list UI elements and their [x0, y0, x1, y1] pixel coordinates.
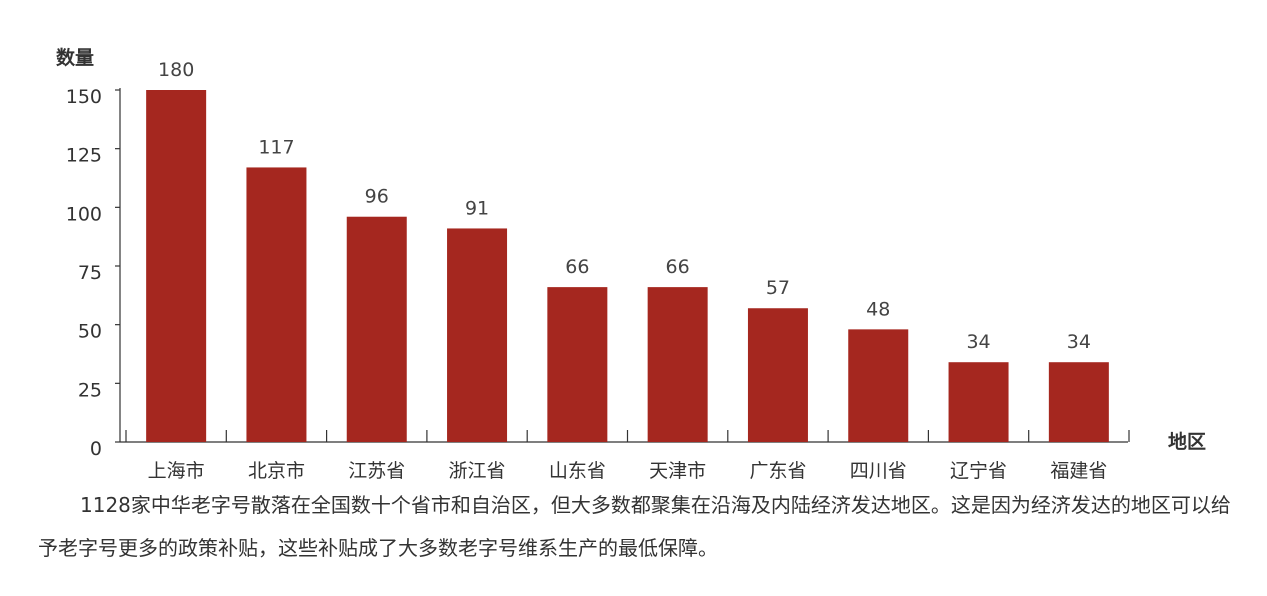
bar-value-label: 48 [866, 298, 890, 320]
y-tick-label: 75 [78, 262, 102, 284]
bar [346, 216, 407, 442]
bar-value-label: 34 [1067, 331, 1091, 353]
caption-paragraph: 1128家中华老字号散落在全国数十个省市和自治区，但大多数都聚集在沿海及内陆经济… [38, 493, 1231, 560]
bar [1048, 362, 1109, 442]
bar [246, 167, 307, 442]
data-labels: 180 117 96 91 66 66 57 48 34 34 [158, 59, 1091, 353]
y-tick-label: 0 [90, 438, 102, 460]
x-tick-label: 辽宁省 [950, 460, 1007, 482]
y-tick-label: 25 [78, 379, 102, 401]
bar-value-label: 117 [258, 136, 294, 158]
y-tick-label: 50 [78, 321, 102, 343]
bar-value-label: 34 [966, 331, 990, 353]
y-tick-label: 100 [66, 203, 102, 225]
x-tick-label: 天津市 [649, 460, 706, 482]
bar-value-label: 57 [766, 277, 790, 299]
bar [948, 362, 1009, 442]
y-axis-label: 数量 [56, 46, 94, 69]
bar-value-label: 180 [158, 59, 194, 81]
x-tick-label: 广东省 [749, 460, 806, 482]
x-tick-label: 四川省 [850, 460, 907, 482]
y-tick-label: 150 [66, 86, 102, 108]
bar [747, 308, 808, 442]
bar-value-label: 96 [365, 186, 389, 208]
x-tick-label: 江苏省 [348, 460, 405, 482]
bar-value-label: 66 [666, 256, 690, 278]
bar [647, 287, 708, 442]
x-tick-label: 北京市 [248, 460, 305, 482]
bar-value-label: 66 [565, 256, 589, 278]
bar [848, 329, 909, 442]
x-tick-label: 山东省 [549, 460, 606, 482]
bars [146, 90, 1109, 442]
bar [447, 228, 508, 442]
x-tick-label: 上海市 [148, 460, 205, 482]
y-axis: 0 25 50 75 100 125 150 [66, 86, 121, 460]
bar-chart: 数量 地区 0 25 50 75 100 125 150 180 117 96 91 66 66 57 4… [56, 46, 1206, 482]
bar [547, 287, 608, 442]
x-axis-label: 地区 [1168, 430, 1206, 453]
y-tick-label: 125 [66, 145, 102, 167]
bar-value-label: 91 [465, 197, 489, 219]
bar [146, 90, 207, 442]
x-tick-label: 福建省 [1050, 460, 1107, 482]
x-tick-labels: 上海市 北京市 江苏省 浙江省 山东省 天津市 广东省 四川省 辽宁省 福建省 [148, 460, 1108, 482]
x-tick-label: 浙江省 [449, 460, 506, 482]
